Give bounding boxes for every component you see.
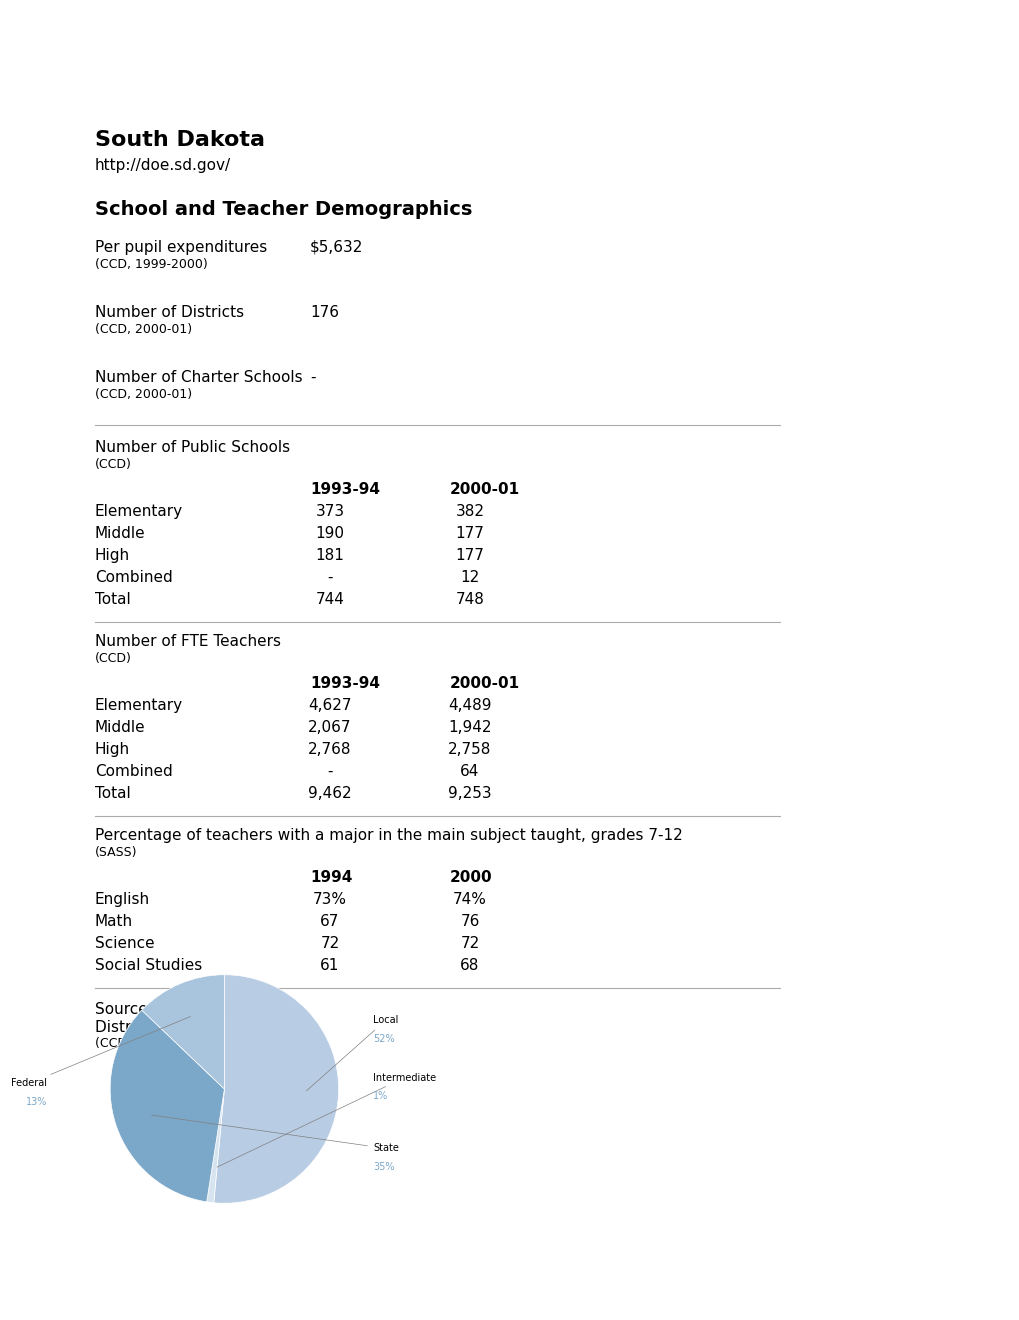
Text: 13%: 13% (25, 1097, 47, 1106)
Text: 4,489: 4,489 (447, 698, 491, 713)
Text: High: High (95, 548, 130, 564)
Text: Combined: Combined (95, 764, 172, 779)
Text: Number of Charter Schools: Number of Charter Schools (95, 370, 303, 385)
Text: Percentage of teachers with a major in the main subject taught, grades 7-12: Percentage of teachers with a major in t… (95, 828, 682, 843)
Text: Local: Local (306, 1015, 397, 1090)
Text: Elementary: Elementary (95, 698, 183, 713)
Text: Middle: Middle (95, 719, 146, 735)
Text: Number of FTE Teachers: Number of FTE Teachers (95, 634, 280, 649)
Text: 2000: 2000 (449, 870, 492, 884)
Text: 181: 181 (315, 548, 344, 564)
Text: 4,627: 4,627 (308, 698, 352, 713)
Text: -: - (327, 570, 332, 585)
Text: Number of Public Schools: Number of Public Schools (95, 440, 289, 455)
Text: 2000-01: 2000-01 (449, 482, 520, 498)
Text: 1%: 1% (373, 1090, 388, 1101)
Text: 176: 176 (310, 305, 338, 319)
Text: 177: 177 (455, 548, 484, 564)
Text: Total: Total (95, 785, 130, 801)
Text: 12: 12 (460, 570, 479, 585)
Text: 1993-94: 1993-94 (310, 482, 380, 498)
Text: 9,462: 9,462 (308, 785, 352, 801)
Text: http://doe.sd.gov/: http://doe.sd.gov/ (95, 158, 231, 173)
Text: Social Studies: Social Studies (95, 958, 202, 973)
Text: 64: 64 (460, 764, 479, 779)
Text: 2,768: 2,768 (308, 742, 352, 756)
Text: Combined: Combined (95, 570, 172, 585)
Text: South Dakota: South Dakota (95, 129, 265, 150)
Text: 382: 382 (455, 504, 484, 519)
Text: (CCD, 2000-01): (CCD, 2000-01) (95, 388, 192, 401)
Text: 1993-94: 1993-94 (310, 676, 380, 690)
Text: 52%: 52% (373, 1034, 394, 1044)
Text: Elementary: Elementary (95, 504, 183, 519)
Text: $5,632: $5,632 (310, 240, 363, 255)
Text: (CCD, 1999-2000): (CCD, 1999-2000) (95, 1038, 208, 1049)
Text: 1994: 1994 (310, 870, 352, 884)
Wedge shape (207, 1089, 224, 1203)
Text: 74%: 74% (452, 892, 486, 907)
Text: Sources of Funding: Sources of Funding (95, 1002, 240, 1016)
Wedge shape (214, 974, 338, 1204)
Text: 72: 72 (460, 936, 479, 950)
Text: 73%: 73% (313, 892, 346, 907)
Text: (CCD): (CCD) (95, 652, 131, 665)
Text: 744: 744 (315, 591, 344, 607)
Text: 1,942: 1,942 (447, 719, 491, 735)
Text: (CCD): (CCD) (95, 458, 131, 471)
Text: (SASS): (SASS) (95, 846, 138, 859)
Text: Science: Science (95, 936, 155, 950)
Text: Middle: Middle (95, 525, 146, 541)
Text: 748: 748 (455, 591, 484, 607)
Text: District Average: District Average (95, 1020, 218, 1035)
Text: 61: 61 (320, 958, 339, 973)
Text: 2000-01: 2000-01 (449, 676, 520, 690)
Text: -: - (310, 370, 315, 385)
Text: School and Teacher Demographics: School and Teacher Demographics (95, 201, 472, 219)
Text: Number of Districts: Number of Districts (95, 305, 244, 319)
Text: 2,758: 2,758 (448, 742, 491, 756)
Text: 72: 72 (320, 936, 339, 950)
Text: 373: 373 (315, 504, 344, 519)
Text: 2,067: 2,067 (308, 719, 352, 735)
Text: (CCD, 2000-01): (CCD, 2000-01) (95, 323, 192, 337)
Text: 177: 177 (455, 525, 484, 541)
Text: Intermediate: Intermediate (217, 1073, 435, 1167)
Text: 76: 76 (460, 913, 479, 929)
Text: 35%: 35% (373, 1162, 394, 1172)
Text: Federal: Federal (11, 1016, 191, 1088)
Text: English: English (95, 892, 150, 907)
Text: 9,253: 9,253 (447, 785, 491, 801)
Text: 68: 68 (460, 958, 479, 973)
Text: 190: 190 (315, 525, 344, 541)
Text: High: High (95, 742, 130, 756)
Text: Per pupil expenditures: Per pupil expenditures (95, 240, 267, 255)
Text: Math: Math (95, 913, 133, 929)
Text: State: State (151, 1115, 398, 1154)
Wedge shape (110, 1010, 224, 1203)
Text: Total: Total (95, 591, 130, 607)
Text: 67: 67 (320, 913, 339, 929)
Text: -: - (327, 764, 332, 779)
Text: (CCD, 1999-2000): (CCD, 1999-2000) (95, 257, 208, 271)
Wedge shape (142, 974, 224, 1089)
